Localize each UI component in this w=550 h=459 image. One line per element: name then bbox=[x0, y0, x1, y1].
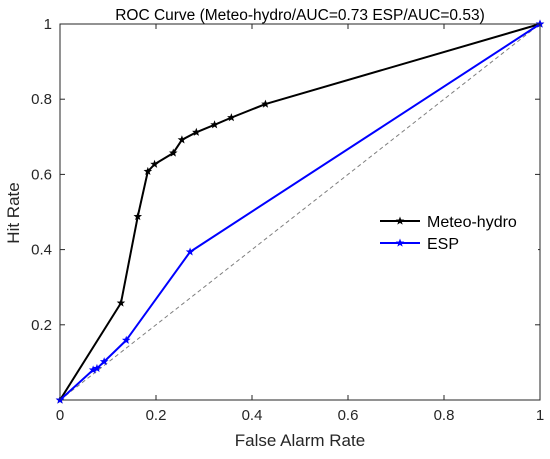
legend-label-esp: ESP bbox=[427, 236, 459, 253]
x-tick-label: 0 bbox=[56, 407, 64, 424]
x-axis-label: False Alarm Rate bbox=[235, 431, 365, 450]
chart-title: ROC Curve (Meteo-hydro/AUC=0.73 ESP/AUC=… bbox=[115, 7, 485, 24]
data-point-meteo-hydro bbox=[169, 148, 178, 157]
legend-star-esp bbox=[395, 238, 405, 247]
reference-line bbox=[59, 23, 541, 401]
y-tick-label: 0.6 bbox=[31, 166, 52, 183]
data-point-meteo-hydro bbox=[210, 120, 219, 129]
legend: Meteo-hydro ESP bbox=[375, 202, 538, 282]
data-point-esp bbox=[88, 365, 98, 374]
data-point-esp bbox=[99, 357, 109, 366]
data-point-meteo-hydro bbox=[192, 127, 201, 136]
x-tick-label: 1 bbox=[536, 407, 544, 424]
axis-ticks: 0 0.2 0.4 0.6 0.8 1 0.2 0.4 0.6 0.8 1 bbox=[31, 16, 544, 424]
series-line-meteo-hydro bbox=[59, 23, 541, 401]
x-tick-label: 0.8 bbox=[434, 407, 455, 424]
y-tick-label: 0.2 bbox=[31, 317, 52, 334]
data-point-esp bbox=[92, 363, 102, 373]
y-tick-label: 1 bbox=[44, 16, 52, 33]
x-tick-label: 0.6 bbox=[338, 407, 359, 424]
data-point-esp bbox=[121, 335, 131, 344]
data-point-meteo-hydro bbox=[150, 159, 159, 168]
y-axis-label: Hit Rate bbox=[4, 182, 23, 243]
data-point-meteo-hydro bbox=[177, 135, 187, 144]
data-point-meteo-hydro bbox=[133, 212, 143, 221]
legend-star-meteo-hydro bbox=[395, 216, 405, 225]
data-point-meteo-hydro bbox=[116, 298, 126, 307]
x-tick-label: 0.2 bbox=[146, 407, 167, 424]
data-point-meteo-hydro bbox=[143, 166, 153, 176]
data-point-meteo-hydro bbox=[227, 113, 236, 122]
y-tick-label: 0.8 bbox=[31, 91, 52, 108]
legend-label-meteo-hydro: Meteo-hydro bbox=[427, 214, 517, 231]
data-point-esp bbox=[185, 247, 195, 256]
reference-diagonal bbox=[59, 23, 541, 401]
x-tick-label: 0.4 bbox=[242, 407, 263, 424]
data-point-meteo-hydro bbox=[261, 99, 270, 108]
y-tick-label: 0.4 bbox=[31, 242, 52, 259]
